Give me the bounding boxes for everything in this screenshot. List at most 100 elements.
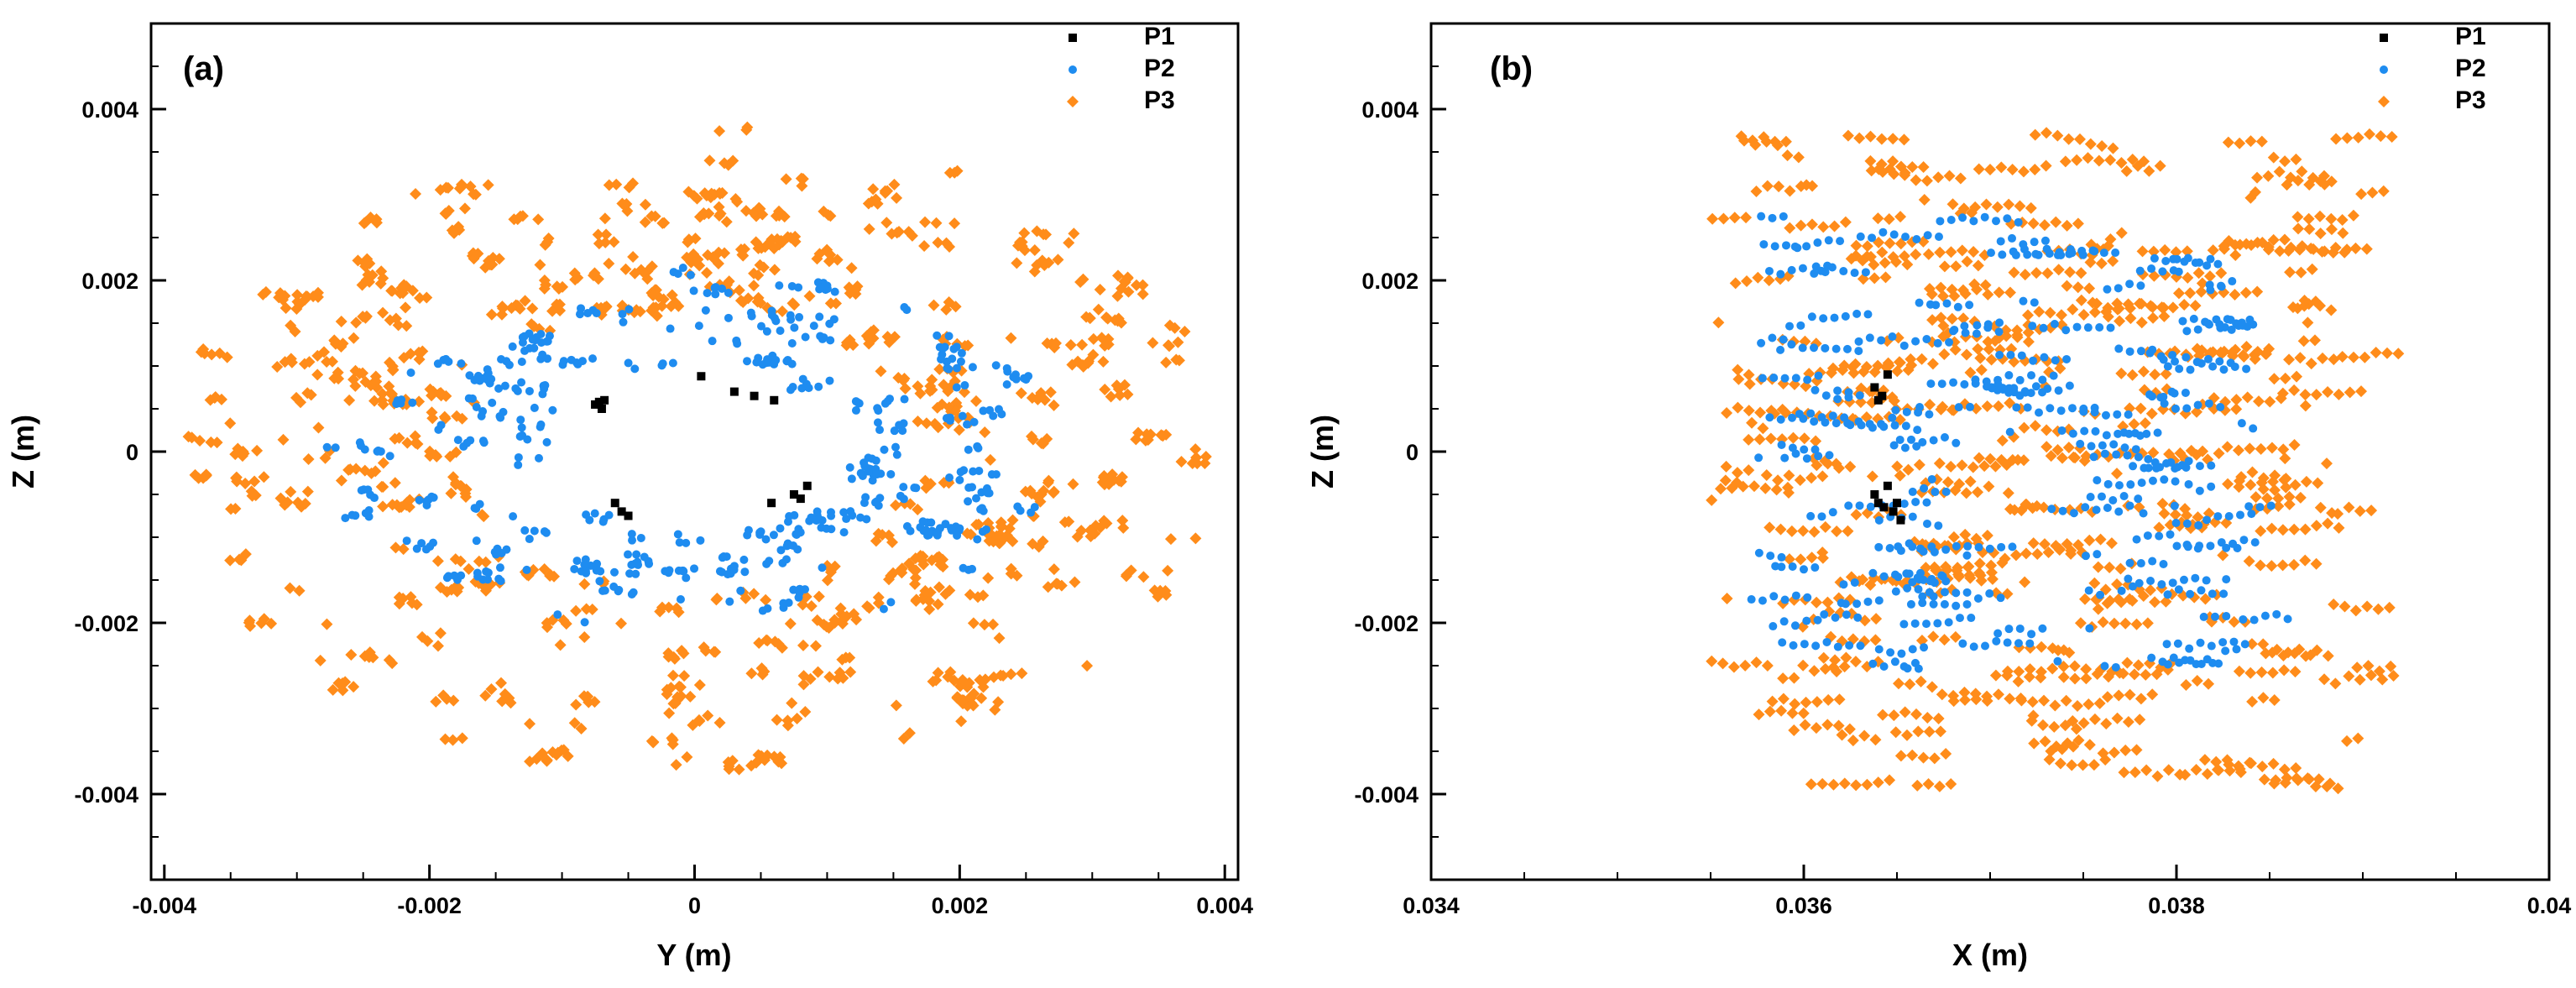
- p3-point-1080: [2244, 756, 2256, 769]
- p3-point-554: [2246, 695, 2259, 708]
- p3-point-639: [2257, 483, 2270, 495]
- p1-point-7: [1883, 481, 1892, 490]
- p3-point-125: [953, 424, 965, 436]
- p2-point-430: [558, 360, 567, 369]
- p2-point-442: [775, 281, 784, 290]
- p3-point-984: [464, 180, 477, 193]
- p1-point-1: [1873, 395, 1883, 405]
- p3-point-461: [1729, 277, 1742, 290]
- p3-point-392: [2255, 525, 2267, 537]
- p2-point-493: [1791, 374, 1800, 383]
- p2-point-579: [2208, 589, 2217, 599]
- p3-point-954: [572, 271, 584, 284]
- p2-point-489: [2093, 550, 2102, 559]
- p2-point-257: [973, 535, 982, 544]
- p2-point-19: [2025, 639, 2035, 648]
- p3-point-1036: [1761, 660, 1774, 672]
- p3-point-694: [1811, 696, 1823, 708]
- p2-point-11: [2095, 322, 2104, 332]
- p2-point-191: [1779, 617, 1789, 626]
- p2-point-608: [2236, 510, 2245, 520]
- p3-point-409: [1117, 521, 1130, 534]
- p3-point-917: [1108, 473, 1121, 486]
- p3-point-279: [2352, 732, 2364, 745]
- p3-point-435: [2046, 662, 2059, 675]
- p3-point-210: [454, 555, 467, 567]
- p2-point-349: [1874, 596, 1884, 605]
- p2-point-208: [790, 510, 799, 520]
- p3-point-684: [974, 673, 986, 686]
- p3-point-247: [258, 471, 270, 484]
- p3-point-808: [1925, 681, 1938, 693]
- p2-point-460: [373, 447, 382, 456]
- p2-point-448: [2111, 662, 2120, 672]
- p2-point-167: [1845, 640, 1854, 650]
- p3-point-851: [897, 374, 910, 387]
- p3-point-174: [2028, 737, 2040, 750]
- p3-point-749: [560, 618, 572, 630]
- p2-point-322: [1799, 414, 1808, 423]
- p3-point-94: [1810, 435, 1822, 447]
- p3-point-812: [668, 652, 681, 665]
- p3-point-288: [1808, 665, 1821, 677]
- p3-point-789: [1157, 430, 1169, 442]
- p2-point-8: [482, 567, 491, 576]
- p2-point-501: [1927, 542, 1936, 552]
- p1-point-6: [750, 391, 759, 400]
- p3-point-316: [1082, 357, 1095, 369]
- p2-point-115: [938, 344, 948, 353]
- p3-point-264: [431, 640, 444, 652]
- p2-point-160: [711, 290, 720, 299]
- p2-point-571: [1821, 343, 1830, 353]
- p3-point-762: [2312, 773, 2325, 786]
- p2-point-366: [2123, 451, 2132, 460]
- p3-point-450: [447, 227, 460, 239]
- p2-point-512: [2210, 612, 2219, 621]
- p2-point-500: [1915, 544, 1925, 553]
- legend-label-p2: P2: [2455, 55, 2486, 82]
- p3-point-817: [1163, 340, 1176, 353]
- p2-point-461: [496, 577, 505, 586]
- p2-point-244: [517, 358, 526, 367]
- p3-point-631: [532, 213, 545, 226]
- p2-point-459: [385, 452, 394, 461]
- p3-point-757: [821, 574, 833, 587]
- p3-point-283: [964, 588, 976, 601]
- p3-point-247: [2282, 646, 2295, 659]
- p3-point-214: [2004, 286, 2016, 299]
- p3-point-928: [2213, 764, 2225, 776]
- p2-point-341: [415, 495, 424, 504]
- p3-point-1087: [2309, 295, 2322, 308]
- p3-point-947: [1111, 290, 1124, 302]
- p3-point-1013: [978, 619, 990, 631]
- p3-point-430: [400, 320, 413, 332]
- x-tick-label-3: 0.04: [2527, 893, 2572, 918]
- p3-point-614: [359, 311, 372, 324]
- p2-point-339: [829, 315, 839, 324]
- p3-point-953: [2017, 165, 2030, 178]
- p3-point-895: [2265, 560, 2278, 572]
- p2-point-61: [583, 309, 593, 318]
- p3-point-618: [1932, 171, 1945, 184]
- p3-point-285: [890, 499, 902, 511]
- p2-point-384: [1922, 619, 1931, 629]
- p2-point-43: [595, 577, 604, 586]
- p2-point-15: [1981, 641, 1990, 651]
- p2-point-331: [1819, 314, 1828, 323]
- p3-point-60: [358, 464, 371, 477]
- p3-point-1025: [733, 763, 745, 776]
- p3-point-395: [483, 259, 496, 271]
- p2-point-555: [1902, 407, 1911, 416]
- p3-point-858: [401, 436, 414, 449]
- y-tick-label-0: -0.004: [1354, 782, 1419, 808]
- p3-point-534: [754, 202, 766, 215]
- p2-point-73: [1897, 649, 1906, 658]
- p3-point-651: [410, 187, 422, 200]
- p3-point-1055: [2343, 501, 2355, 514]
- p3-point-361: [2077, 717, 2090, 729]
- p2-point-194: [779, 599, 788, 608]
- p2-point-507: [2181, 656, 2190, 665]
- p2-point-153: [1836, 237, 1845, 246]
- p3-point-225: [1743, 464, 1755, 477]
- p2-point-540: [2206, 285, 2215, 295]
